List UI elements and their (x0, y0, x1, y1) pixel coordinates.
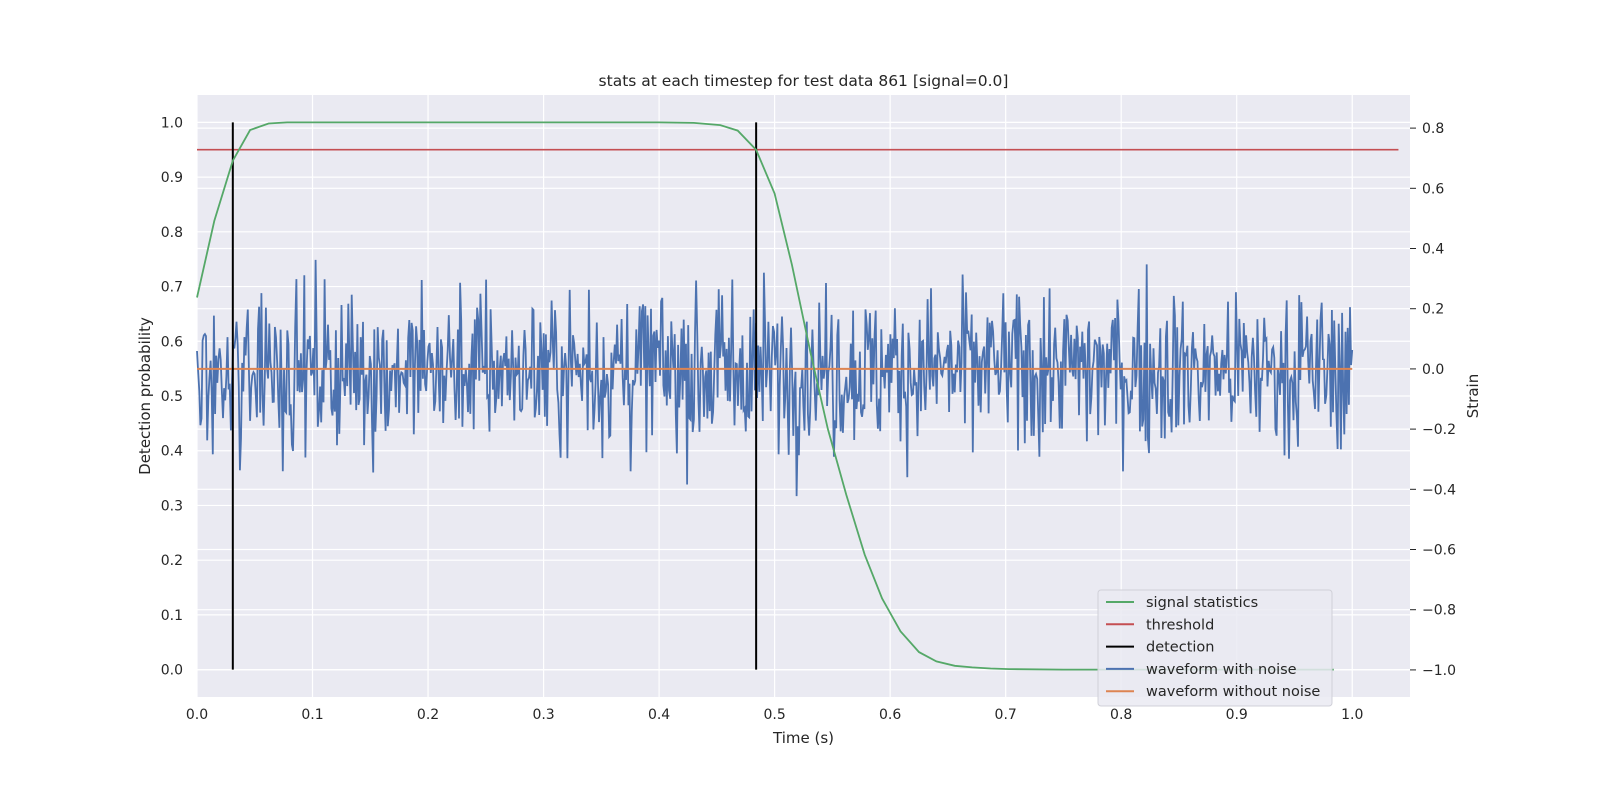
legend-label: waveform with noise (1146, 662, 1297, 678)
signal-statistics-line (196, 121, 1334, 671)
legend-label: detection (1146, 640, 1214, 656)
legend-box (1097, 589, 1333, 707)
axes-layer: 0.0 0.1 0.2 0.3 0.4 0.5 0.6 0.7 0.8 0.9 1.0 0.0 0.1 0… (161, 115, 1456, 723)
x-tick-label: 0.0 (186, 707, 208, 723)
y-tick-label: 0.5 (161, 389, 183, 405)
y-tick-label: 0.0 (161, 663, 183, 679)
x-tick-label: 0.4 (648, 707, 670, 723)
x-tick-label: 0.7 (995, 707, 1017, 723)
series-layer (196, 121, 1399, 671)
y-tick-label: 0.7 (161, 280, 183, 296)
y2-tick-label: 0.8 (1422, 121, 1444, 137)
chart-title: stats at each timestep for test data 861… (599, 72, 1009, 90)
y-tick-label: 0.3 (161, 498, 183, 514)
x-tick-label: 1.0 (1341, 707, 1363, 723)
y-tick-label: 1.0 (161, 115, 183, 131)
x-tick-label: 0.6 (879, 707, 901, 723)
y2-tick-label: 0.0 (1422, 362, 1444, 378)
x-axis-label: Time (s) (772, 729, 834, 747)
x-tick-label: 0.8 (1110, 707, 1132, 723)
legend-label: threshold (1146, 617, 1214, 633)
y2-tick-label: −1.0 (1422, 663, 1456, 679)
y-tick-label: 0.4 (161, 444, 183, 460)
y2-tick-label: −0.8 (1422, 603, 1456, 619)
y2-tick-label: −0.2 (1422, 422, 1456, 438)
waveform-with-noise-line (196, 259, 1354, 497)
legend: signal statistics threshold detection wavef… (1097, 589, 1333, 707)
x-tick-label: 0.9 (1226, 707, 1248, 723)
y2-axis-label: Strain (1464, 374, 1482, 418)
y2-tick-label: 0.2 (1422, 302, 1444, 318)
legend-label: signal statistics (1146, 595, 1258, 611)
y-tick-label: 0.6 (161, 334, 183, 350)
y-axis-label: Detection probability (136, 317, 154, 475)
x-tick-label: 0.5 (763, 707, 785, 723)
x-tick-label: 0.1 (301, 707, 323, 723)
x-tick-label: 0.2 (417, 707, 439, 723)
y-tick-label: 0.2 (161, 553, 183, 569)
y2-tick-label: 0.6 (1422, 181, 1444, 197)
y2-tick-label: −0.6 (1422, 543, 1456, 559)
y-tick-label: 0.8 (161, 225, 183, 241)
y2-tick-label: −0.4 (1422, 482, 1456, 498)
x-tick-label: 0.3 (532, 707, 554, 723)
y-tick-label: 0.9 (161, 170, 183, 186)
y2-tick-label: 0.4 (1422, 242, 1444, 258)
legend-label: waveform without noise (1146, 684, 1320, 700)
waveform-with-noise-layer (196, 259, 1354, 497)
y-tick-label: 0.1 (161, 608, 183, 624)
